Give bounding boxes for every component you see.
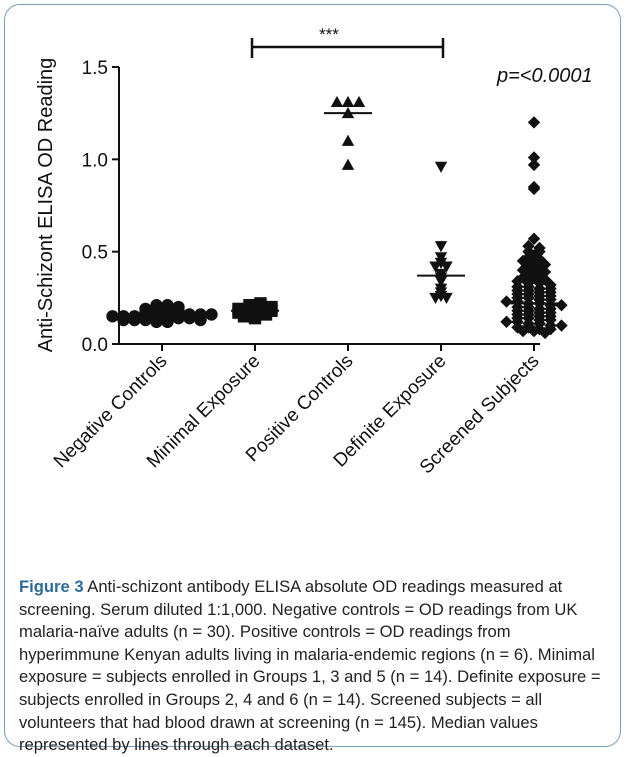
data-point [205, 308, 218, 321]
data-point [434, 268, 448, 281]
data-point [527, 180, 541, 194]
data-point [352, 95, 366, 108]
data-point [128, 310, 141, 323]
data-point [117, 310, 130, 323]
data-point [527, 232, 541, 245]
data-point [106, 310, 119, 323]
data-point [341, 158, 355, 170]
data-point [527, 158, 541, 172]
data-point [330, 95, 344, 108]
data-point [434, 283, 448, 295]
data-point [527, 151, 541, 164]
data-point [172, 300, 185, 314]
y-axis-label: Anti-Schizont ELISA OD Reading [35, 58, 57, 353]
data-point [161, 299, 174, 312]
data-point [434, 241, 448, 253]
y-tick-label: 1.0 [82, 150, 108, 171]
data-point [533, 241, 546, 255]
data-point [194, 308, 207, 321]
figure-frame [4, 4, 621, 747]
data-point [527, 116, 541, 129]
data-point [500, 315, 513, 329]
y-tick-label: 0.5 [82, 243, 108, 264]
caption-text: Anti-schizont antibody ELISA absolute OD… [19, 577, 601, 755]
chart-marks [106, 95, 568, 340]
y-tick-label: 1.5 [82, 58, 108, 79]
data-point [434, 252, 448, 264]
data-point [555, 299, 568, 312]
data-point [243, 299, 256, 312]
data-point [341, 95, 355, 108]
data-point [183, 308, 196, 321]
p-value-annotation: p=<0.0001 [496, 65, 593, 87]
data-point [254, 297, 267, 310]
y-tick-label: 0.0 [82, 335, 108, 356]
data-point [232, 302, 245, 316]
data-point [139, 302, 152, 316]
data-point [555, 319, 568, 332]
data-point [434, 161, 448, 173]
data-point [500, 295, 513, 308]
data-point [341, 134, 355, 146]
figure-caption: Figure 3 Anti-schizont antibody ELISA ab… [19, 576, 615, 757]
significance-stars: *** [319, 25, 339, 44]
data-point [522, 239, 535, 253]
data-point [150, 299, 163, 312]
caption-label: Figure 3 [19, 577, 84, 596]
